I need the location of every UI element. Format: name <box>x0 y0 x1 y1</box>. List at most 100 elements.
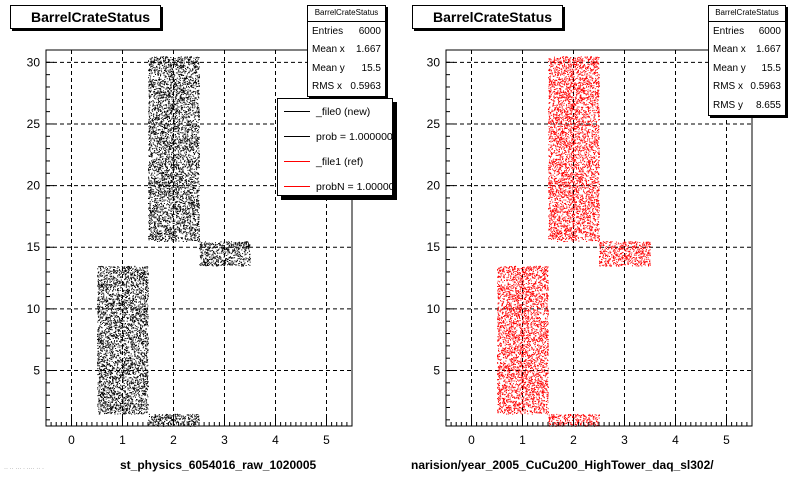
scatter-point <box>183 191 185 193</box>
scatter-point <box>194 158 196 159</box>
scatter-point <box>104 330 106 331</box>
scatter-point <box>140 307 142 309</box>
scatter-point <box>175 196 177 198</box>
scatter-point <box>97 345 99 347</box>
scatter-point <box>144 283 146 285</box>
scatter-point <box>126 350 128 352</box>
scatter-point <box>174 161 176 163</box>
scatter-point <box>156 235 158 237</box>
scatter-point <box>108 342 110 344</box>
scatter-point <box>157 73 159 75</box>
scatter-point <box>135 327 137 329</box>
scatter-point <box>154 136 156 138</box>
scatter-point <box>143 288 145 290</box>
scatter-point <box>120 394 122 396</box>
scatter-point <box>127 404 129 406</box>
scatter-point <box>166 414 168 416</box>
scatter-point <box>112 407 114 409</box>
scatter-point <box>141 352 143 354</box>
scatter-point <box>105 354 107 356</box>
scatter-point <box>117 360 119 362</box>
scatter-point <box>115 376 117 378</box>
scatter-point <box>105 356 107 358</box>
scatter-point <box>110 326 112 328</box>
scatter-point <box>98 285 100 287</box>
scatter-point <box>131 287 133 289</box>
scatter-point <box>128 377 130 379</box>
scatter-point <box>119 318 121 320</box>
scatter-point <box>109 369 110 371</box>
scatter-point <box>98 310 100 312</box>
scatter-point <box>98 287 100 289</box>
scatter-point <box>167 93 169 95</box>
scatter-point <box>118 371 120 373</box>
scatter-point <box>149 225 150 227</box>
scatter-point <box>132 347 134 349</box>
scatter-point <box>132 362 134 364</box>
scatter-point <box>179 99 181 101</box>
scatter-point <box>183 90 185 91</box>
scatter-point <box>137 367 139 369</box>
scatter-point <box>123 370 125 372</box>
scatter-point <box>103 278 105 280</box>
scatter-point <box>134 382 136 384</box>
scatter-point <box>103 399 104 401</box>
scatter-point <box>104 300 106 302</box>
scatter-point <box>110 357 112 359</box>
scatter-point <box>128 282 130 284</box>
scatter-point <box>168 64 170 66</box>
scatter-point <box>195 145 197 147</box>
scatter-point <box>177 71 179 73</box>
scatter-point <box>146 378 148 380</box>
scatter-point <box>173 122 175 124</box>
scatter-point <box>111 393 113 395</box>
scatter-point <box>155 163 157 165</box>
scatter-point <box>108 272 110 274</box>
scatter-point <box>112 294 114 296</box>
scatter-point <box>195 165 196 167</box>
scatter-point <box>138 347 140 349</box>
scatter-point <box>131 360 133 361</box>
scatter-point <box>160 103 162 105</box>
scatter-point <box>114 322 116 324</box>
scatter-point <box>176 421 178 423</box>
scatter-point <box>116 362 118 364</box>
scatter-point <box>171 152 173 154</box>
scatter-point <box>145 409 147 411</box>
scatter-point <box>185 151 187 153</box>
scatter-point <box>116 336 118 338</box>
scatter-point <box>139 375 141 376</box>
scatter-point <box>164 208 166 209</box>
scatter-point <box>144 308 146 310</box>
scatter-point <box>138 399 140 401</box>
scatter-point <box>141 404 143 406</box>
scatter-point <box>188 198 190 200</box>
scatter-point <box>143 390 145 392</box>
scatter-point <box>167 168 168 169</box>
scatter-point <box>140 398 142 400</box>
scatter-point <box>132 282 134 284</box>
scatter-point <box>146 316 148 318</box>
scatter-point <box>131 309 133 311</box>
scatter-point <box>130 274 132 275</box>
scatter-point <box>126 363 128 365</box>
scatter-point <box>124 391 126 393</box>
scatter-point <box>154 199 156 201</box>
scatter-point <box>186 235 188 237</box>
scatter-point <box>101 342 103 344</box>
scatter-point <box>120 279 122 281</box>
scatter-point <box>147 274 149 276</box>
scatter-point <box>130 325 132 327</box>
scatter-point <box>108 337 110 339</box>
scatter-point <box>145 321 147 323</box>
scatter-point <box>153 195 155 197</box>
scatter-point <box>122 323 124 325</box>
scatter-point <box>166 221 168 223</box>
scatter-point <box>122 371 124 373</box>
scatter-point <box>133 320 135 322</box>
scatter-point <box>98 309 100 311</box>
scatter-point <box>117 319 119 321</box>
scatter-point <box>172 151 174 153</box>
scatter-point <box>157 170 159 172</box>
scatter-point <box>123 267 125 269</box>
